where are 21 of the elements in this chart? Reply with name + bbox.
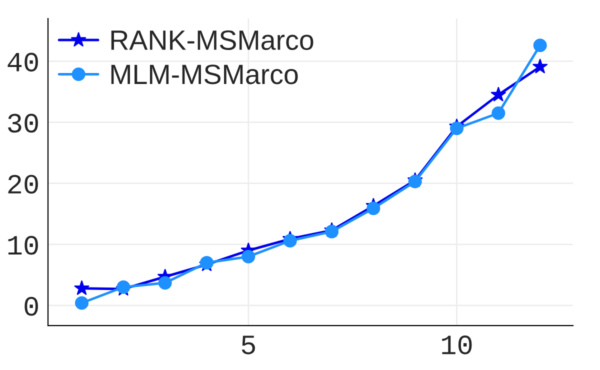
point [158, 276, 172, 290]
point [492, 106, 506, 120]
point [242, 250, 256, 264]
point [408, 174, 422, 188]
point [283, 234, 297, 248]
legend-label: RANK-MSMarco [111, 30, 314, 50]
point [490, 86, 506, 102]
legend-label: MLM-MSMarco [111, 64, 298, 84]
y-tick-label: 20 [8, 174, 38, 194]
y-tick-label: 30 [8, 114, 38, 133]
point [366, 202, 380, 216]
y-tick-label: 0 [24, 296, 38, 316]
point [74, 280, 90, 296]
point [533, 38, 547, 52]
point [324, 224, 339, 238]
point [532, 58, 548, 74]
point [74, 296, 89, 310]
x-tick-label: 5 [242, 336, 255, 354]
point [450, 122, 464, 136]
y-tick-label: 10 [8, 236, 38, 255]
y-tick-label: 40 [8, 52, 38, 72]
